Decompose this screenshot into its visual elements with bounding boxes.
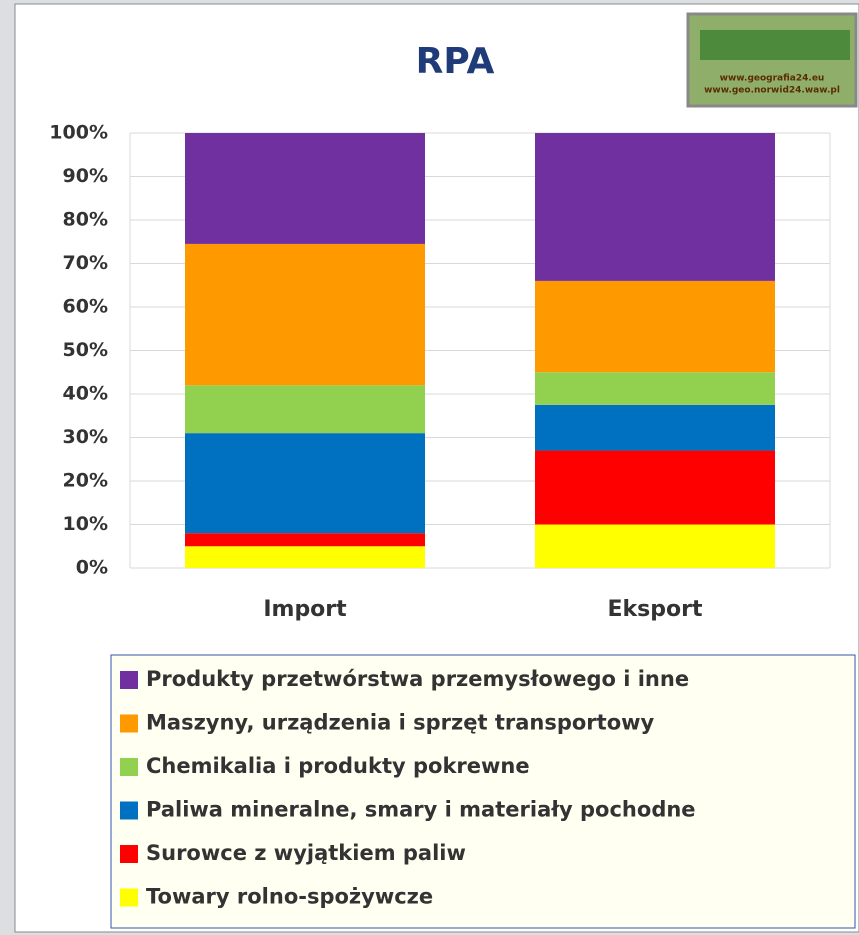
bar-segment — [185, 385, 425, 434]
legend-label: Chemikalia i produkty pokrewne — [146, 754, 530, 778]
legend-swatch — [120, 671, 138, 689]
logo-text: www.geo.norwid24.waw.pl — [704, 86, 840, 96]
y-tick-label: 80% — [63, 209, 108, 231]
bar-segment — [535, 280, 775, 373]
legend-box — [110, 654, 856, 929]
y-tick-label: 30% — [63, 426, 108, 448]
legend-label: Produkty przetwórstwa przemysłowego i in… — [146, 667, 689, 691]
legend-swatch — [120, 888, 138, 907]
x-tick-label: Eksport — [608, 597, 703, 622]
bar-segment — [535, 450, 775, 525]
legend-label: Towary rolno-spożywcze — [146, 885, 433, 909]
bar-segment — [185, 133, 425, 244]
x-tick-label: Import — [263, 597, 347, 622]
bar-segment — [535, 404, 775, 451]
legend-label: Surowce z wyjątkiem paliw — [146, 841, 466, 865]
bar-segment — [535, 372, 775, 405]
logo-image — [700, 30, 850, 60]
bar-segment — [185, 433, 425, 534]
logo: www.geografia24.eu www.geo.norwid24.waw.… — [686, 12, 858, 108]
y-tick-label: 50% — [63, 339, 108, 361]
legend-swatch — [120, 801, 138, 820]
legend-label: Maszyny, urządzenia i sprzęt transportow… — [146, 711, 655, 735]
legend-swatch — [120, 714, 138, 733]
y-tick-label: 100% — [49, 122, 108, 144]
y-tick-label: 70% — [63, 252, 108, 274]
y-tick-label: 60% — [63, 296, 108, 318]
legend-swatch — [120, 845, 138, 863]
legend-label: Paliwa mineralne, smary i materiały poch… — [146, 798, 696, 822]
bar-segment — [185, 546, 425, 568]
bar-segment — [535, 524, 775, 568]
y-tick-label: 90% — [63, 165, 108, 187]
logo-text: www.geografia24.eu — [720, 74, 825, 84]
chart-title: RPA — [416, 41, 495, 82]
y-tick-label: 20% — [63, 470, 108, 492]
legend-swatch — [120, 758, 138, 776]
bar-segment — [185, 243, 425, 386]
y-tick-label: 10% — [63, 513, 108, 535]
bar-segment — [535, 133, 775, 281]
y-tick-label: 0% — [76, 557, 108, 579]
y-tick-label: 40% — [63, 383, 108, 405]
bar-segment — [185, 533, 425, 547]
